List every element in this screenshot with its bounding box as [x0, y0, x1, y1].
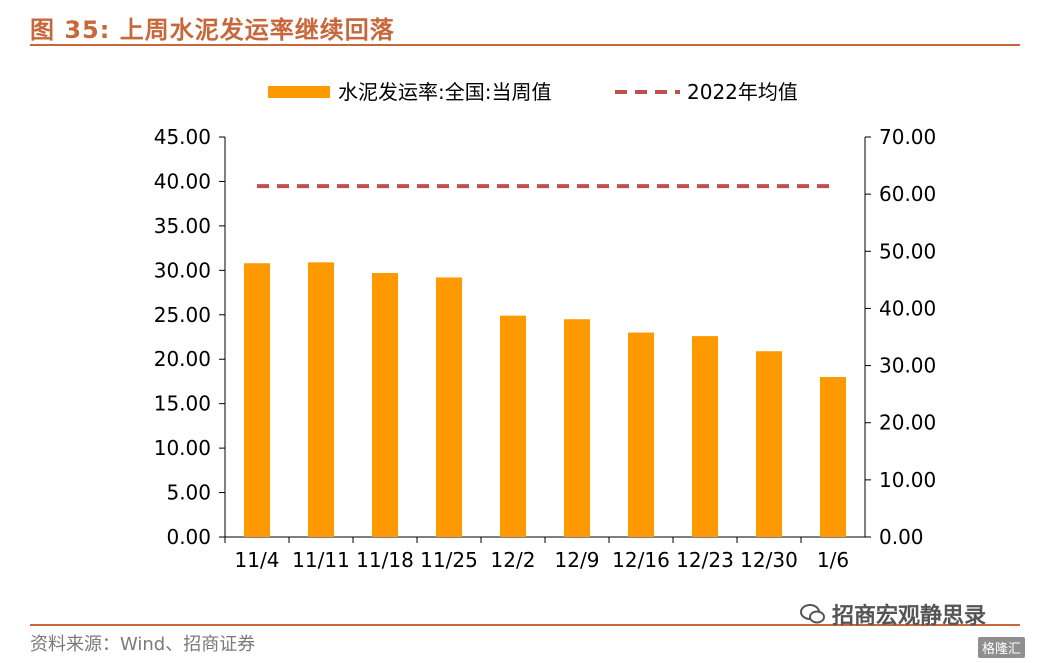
bar — [244, 263, 270, 537]
bar — [820, 377, 846, 537]
y-right-tick-label: 30.00 — [879, 354, 936, 378]
y-right-tick-label: 70.00 — [879, 125, 936, 149]
bar — [628, 332, 654, 537]
x-tick-label: 12/16 — [612, 548, 670, 572]
figure-title: 图 35: 上周水泥发运率继续回落 — [30, 16, 395, 44]
y-left-tick-label: 40.00 — [154, 169, 211, 193]
watermark: 招商宏观静思录 — [800, 598, 986, 630]
legend-line-label: 2022年均值 — [687, 80, 798, 104]
y-left-tick-label: 25.00 — [154, 303, 211, 327]
x-tick-label: 11/11 — [292, 548, 350, 572]
y-right-tick-label: 50.00 — [879, 239, 936, 263]
x-tick-label: 1/6 — [817, 548, 849, 572]
y-left-tick-label: 0.00 — [166, 525, 211, 549]
y-left-tick-label: 35.00 — [154, 214, 211, 238]
legend-bar-label: 水泥发运率:全国:当周值 — [338, 80, 551, 104]
x-tick-label: 12/2 — [491, 548, 536, 572]
x-tick-label: 11/4 — [235, 548, 280, 572]
wechat-icon — [800, 604, 825, 624]
title-divider — [30, 44, 1020, 46]
x-tick-label: 12/9 — [555, 548, 600, 572]
y-right-tick-label: 60.00 — [879, 182, 936, 206]
bar — [436, 277, 462, 537]
bar — [564, 319, 590, 537]
x-tick-label: 11/18 — [356, 548, 414, 572]
bar — [372, 273, 398, 537]
y-left-tick-label: 20.00 — [154, 347, 211, 371]
y-right-tick-label: 10.00 — [879, 468, 936, 492]
y-right-tick-label: 40.00 — [879, 296, 936, 320]
y-left-tick-label: 30.00 — [154, 258, 211, 282]
bottom-divider — [30, 624, 1020, 626]
x-tick-label: 12/30 — [740, 548, 798, 572]
bar — [756, 351, 782, 537]
source-note: 资料来源：Wind、招商证券 — [30, 634, 256, 655]
y-left-tick-label: 10.00 — [154, 436, 211, 460]
y-right-tick-label: 20.00 — [879, 411, 936, 435]
x-tick-label: 11/25 — [420, 548, 478, 572]
bar — [500, 315, 526, 537]
legend-bar-swatch — [268, 86, 330, 98]
y-right-tick-label: 0.00 — [879, 525, 924, 549]
y-left-tick-label: 15.00 — [154, 392, 211, 416]
badge: 格隆汇 — [978, 637, 1026, 658]
y-left-tick-label: 5.00 — [166, 481, 211, 505]
watermark-text: 招商宏观静思录 — [832, 604, 987, 629]
y-left-tick-label: 45.00 — [154, 125, 211, 149]
bar — [308, 262, 334, 537]
legend: 水泥发运率:全国:当周值 2022年均值 — [268, 80, 798, 104]
x-tick-label: 12/23 — [676, 548, 734, 572]
bar — [692, 336, 718, 537]
